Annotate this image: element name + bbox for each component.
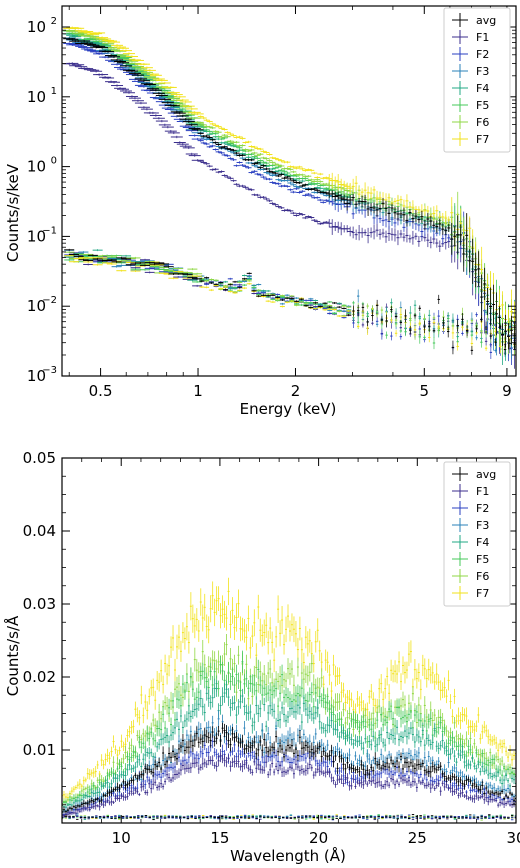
legend-label: F2 — [476, 48, 489, 61]
y-tick-label: 10 — [27, 227, 46, 245]
background-level — [62, 814, 516, 820]
x-tick-label: 9 — [502, 382, 512, 400]
plot-frame — [61, 5, 517, 377]
legend: avg F1 F2 F3 F4 F5 F6 F7 — [443, 7, 511, 153]
legend-label: F3 — [476, 65, 489, 78]
y-axis-label: Counts/s/Å — [3, 615, 22, 696]
legend-entry-F6: F6 — [452, 115, 489, 129]
spectrum-panel: Counts/s/keV Energy (keV) 0.5 1 2 5 910−310−… — [4, 5, 517, 418]
x-tick-label: 1 — [193, 382, 203, 400]
legend-label: avg — [476, 14, 496, 27]
legend-entry-F3: F3 — [452, 64, 489, 78]
y-tick-label: 10 — [27, 297, 46, 315]
x-tick-label: 2 — [291, 382, 301, 400]
x-axis-label: Energy (keV) — [240, 400, 337, 418]
y-tick-exponent: −3 — [42, 365, 57, 376]
legend-entry-F7: F7 — [452, 132, 489, 146]
legend-entry-F4: F4 — [452, 81, 489, 95]
legend-entry-F1: F1 — [452, 30, 489, 44]
x-axis-label: Wavelength (Å) — [230, 846, 346, 865]
y-tick-label: 10 — [27, 158, 46, 176]
y-tick-label: 10 — [27, 88, 46, 106]
legend-label: F1 — [476, 31, 489, 44]
legend-entry-F5: F5 — [452, 98, 489, 112]
y-tick-exponent: 1 — [51, 86, 57, 97]
x-tick-label: 5 — [420, 382, 430, 400]
y-tick-exponent: 0 — [51, 156, 57, 167]
y-tick-exponent: 2 — [51, 16, 57, 27]
legend-label: F5 — [476, 99, 489, 112]
y-axis-label: Counts/s/keV — [4, 163, 22, 262]
y-tick-exponent: −1 — [42, 225, 57, 236]
legend-label: F7 — [476, 133, 489, 146]
wavelength-panel: Counts/s/Å Wavelength (Å) 10152025300.01… — [3, 449, 520, 865]
data-points — [62, 577, 516, 821]
legend-entry-avg: avg — [452, 13, 496, 27]
data-points — [63, 26, 516, 369]
series-avg — [63, 37, 516, 356]
legend-label: F6 — [476, 116, 489, 129]
legend-frame — [443, 7, 511, 153]
y-tick-label: 10 — [27, 367, 46, 385]
y-tick-exponent: −2 — [42, 295, 57, 306]
y-tick-label: 10 — [27, 18, 46, 36]
legend-label: F4 — [476, 82, 489, 95]
x-tick-label: 0.5 — [89, 382, 113, 400]
legend-entry-F2: F2 — [452, 47, 489, 61]
